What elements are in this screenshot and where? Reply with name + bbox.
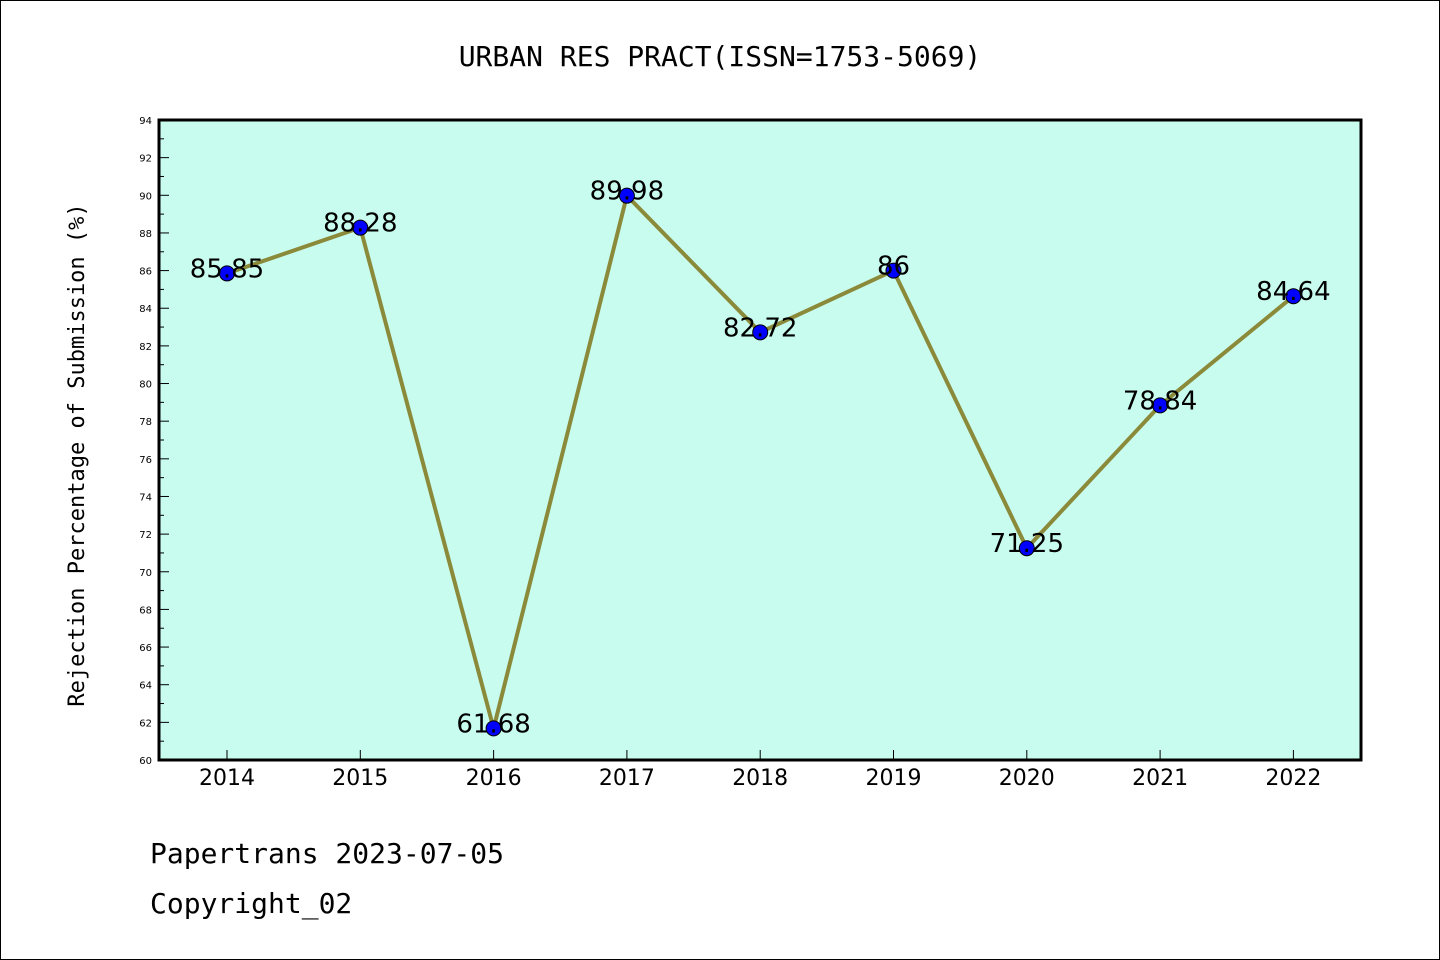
x-tick-label: 2021 bbox=[1132, 766, 1188, 791]
x-tick-label: 2018 bbox=[732, 766, 788, 791]
x-tick-label: 2017 bbox=[599, 766, 655, 791]
x-tick-label: 2019 bbox=[866, 766, 922, 791]
y-tick-label: 64 bbox=[139, 681, 152, 692]
data-label: 86 bbox=[877, 252, 910, 282]
footer-date: Papertrans 2023-07-05 bbox=[150, 837, 504, 870]
y-tick-label: 68 bbox=[139, 605, 152, 616]
data-point bbox=[1285, 288, 1302, 305]
chart-title: URBAN RES PRACT(ISSN=1753-5069) bbox=[459, 40, 982, 73]
y-tick-label: 62 bbox=[139, 718, 152, 729]
data-label: 71.25 bbox=[990, 529, 1064, 559]
data-point bbox=[485, 720, 502, 737]
data-label: 82.72 bbox=[723, 313, 797, 343]
x-axis: 2014 2015 2016 2017 2018 2019 2020 2021 2022 bbox=[199, 750, 1321, 791]
y-tick-label: 92 bbox=[139, 154, 152, 165]
data-point bbox=[1152, 397, 1169, 414]
data-point bbox=[1018, 540, 1035, 557]
data-point bbox=[618, 187, 635, 204]
y-tick-label: 88 bbox=[139, 229, 152, 240]
data-label: 78.84 bbox=[1123, 386, 1197, 416]
data-point bbox=[885, 262, 902, 279]
y-tick-label: 86 bbox=[139, 267, 152, 278]
y-tick-label: 74 bbox=[139, 492, 152, 503]
y-axis-label: Rejection Percentage of Submission (%) bbox=[65, 203, 90, 706]
y-tick-label: 78 bbox=[139, 417, 152, 428]
x-tick-label: 2020 bbox=[999, 766, 1055, 791]
data-label: 85.85 bbox=[190, 254, 264, 284]
data-label: 61.68 bbox=[456, 709, 530, 739]
data-label: 84.64 bbox=[1256, 277, 1330, 307]
data-point bbox=[752, 324, 769, 341]
y-tick-label: 60 bbox=[139, 756, 152, 767]
y-axis: 60 62 64 66 68 70 72 74 76 78 80 82 84 86 88 90 92 94 bbox=[139, 116, 169, 767]
y-tick-label: 94 bbox=[139, 116, 152, 127]
y-tick-label: 84 bbox=[139, 304, 152, 315]
data-label: 88.28 bbox=[323, 209, 397, 239]
footer-copyright: Copyright_02 bbox=[150, 887, 352, 921]
y-tick-label: 66 bbox=[139, 643, 152, 654]
y-tick-label: 80 bbox=[139, 380, 152, 391]
x-tick-label: 2014 bbox=[199, 766, 255, 791]
y-tick-label: 82 bbox=[139, 342, 152, 353]
y-tick-label: 70 bbox=[139, 568, 152, 579]
x-tick-label: 2016 bbox=[466, 766, 522, 791]
x-tick-label: 2022 bbox=[1265, 766, 1321, 791]
y-tick-label: 76 bbox=[139, 455, 152, 466]
data-point bbox=[219, 265, 235, 282]
data-labels: 85.85 88.28 61.68 89.98 82.72 86 71.25 78.84 84.… bbox=[190, 177, 1331, 740]
y-tick-label: 90 bbox=[139, 191, 152, 202]
y-tick-label: 72 bbox=[139, 530, 152, 541]
series-markers bbox=[219, 187, 1302, 737]
data-point bbox=[352, 219, 369, 236]
x-tick-label: 2015 bbox=[332, 766, 388, 791]
data-label: 89.98 bbox=[590, 177, 664, 207]
